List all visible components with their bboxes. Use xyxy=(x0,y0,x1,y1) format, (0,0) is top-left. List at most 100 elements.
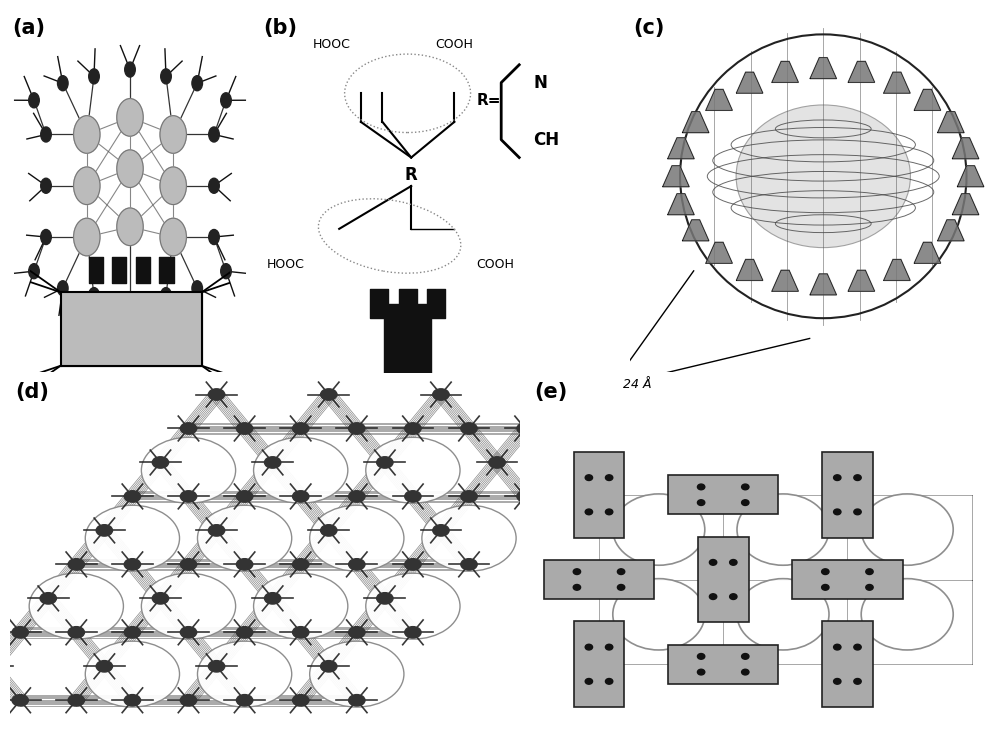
Circle shape xyxy=(405,559,421,570)
Circle shape xyxy=(58,281,68,296)
Circle shape xyxy=(209,178,219,193)
Circle shape xyxy=(117,99,143,136)
Text: HOOC: HOOC xyxy=(313,38,351,51)
Circle shape xyxy=(866,569,873,574)
Circle shape xyxy=(125,294,135,310)
Circle shape xyxy=(74,116,100,153)
Circle shape xyxy=(742,484,749,490)
Circle shape xyxy=(117,208,143,245)
Polygon shape xyxy=(663,166,689,186)
Circle shape xyxy=(141,574,236,639)
Polygon shape xyxy=(682,111,709,133)
Circle shape xyxy=(192,76,202,91)
Polygon shape xyxy=(938,220,964,241)
Circle shape xyxy=(208,389,225,400)
Polygon shape xyxy=(914,242,941,263)
Circle shape xyxy=(366,438,460,503)
Circle shape xyxy=(180,490,197,502)
Polygon shape xyxy=(668,137,694,159)
Circle shape xyxy=(697,654,705,659)
Circle shape xyxy=(605,509,613,515)
Circle shape xyxy=(208,661,225,672)
Circle shape xyxy=(124,695,141,706)
Circle shape xyxy=(124,559,141,570)
Circle shape xyxy=(74,218,100,256)
Circle shape xyxy=(197,505,292,571)
Circle shape xyxy=(349,626,365,638)
Bar xyxy=(544,560,654,599)
Circle shape xyxy=(366,574,460,639)
Circle shape xyxy=(742,669,749,675)
Polygon shape xyxy=(706,242,732,263)
Circle shape xyxy=(209,230,219,244)
Circle shape xyxy=(180,423,197,434)
Circle shape xyxy=(854,475,861,481)
Circle shape xyxy=(141,438,236,503)
Circle shape xyxy=(293,559,309,570)
Text: (b): (b) xyxy=(264,19,298,39)
Bar xyxy=(574,452,624,538)
Circle shape xyxy=(697,484,705,490)
Circle shape xyxy=(405,626,421,638)
Ellipse shape xyxy=(736,105,910,247)
Circle shape xyxy=(489,457,505,468)
Circle shape xyxy=(834,678,841,684)
Circle shape xyxy=(96,661,113,672)
Circle shape xyxy=(310,505,404,571)
Circle shape xyxy=(822,585,829,590)
Circle shape xyxy=(209,127,219,142)
Circle shape xyxy=(866,585,873,590)
Bar xyxy=(668,645,778,684)
Circle shape xyxy=(89,69,99,84)
Circle shape xyxy=(12,695,28,706)
Circle shape xyxy=(85,505,180,571)
Circle shape xyxy=(236,695,253,706)
Circle shape xyxy=(264,457,281,468)
Circle shape xyxy=(160,116,186,153)
Polygon shape xyxy=(957,166,984,186)
Bar xyxy=(668,476,778,514)
Circle shape xyxy=(854,644,861,650)
Circle shape xyxy=(730,594,737,600)
Circle shape xyxy=(264,593,281,604)
Circle shape xyxy=(192,281,202,296)
Circle shape xyxy=(617,569,625,574)
Circle shape xyxy=(742,654,749,659)
Bar xyxy=(822,621,873,707)
Bar xyxy=(574,621,624,707)
Polygon shape xyxy=(884,72,910,93)
Text: COOH: COOH xyxy=(476,258,514,271)
Bar xyxy=(822,452,873,538)
Polygon shape xyxy=(668,194,694,215)
Circle shape xyxy=(433,525,449,536)
Circle shape xyxy=(254,438,348,503)
Polygon shape xyxy=(848,270,875,291)
Circle shape xyxy=(709,594,717,600)
Circle shape xyxy=(377,457,393,468)
Circle shape xyxy=(377,593,393,604)
Bar xyxy=(792,560,903,599)
Circle shape xyxy=(124,490,141,502)
Circle shape xyxy=(160,218,186,256)
Circle shape xyxy=(834,644,841,650)
Text: R: R xyxy=(405,166,418,184)
Circle shape xyxy=(236,423,253,434)
Circle shape xyxy=(605,678,613,684)
Circle shape xyxy=(605,475,613,481)
Polygon shape xyxy=(736,72,763,93)
Circle shape xyxy=(461,490,477,502)
Polygon shape xyxy=(772,62,798,82)
Circle shape xyxy=(517,490,533,502)
Circle shape xyxy=(221,93,231,108)
Circle shape xyxy=(254,574,348,639)
Circle shape xyxy=(585,644,593,650)
Circle shape xyxy=(861,579,953,650)
Circle shape xyxy=(405,423,421,434)
Circle shape xyxy=(349,423,365,434)
Circle shape xyxy=(613,579,705,650)
Circle shape xyxy=(68,626,84,638)
Circle shape xyxy=(742,500,749,505)
Circle shape xyxy=(737,494,829,565)
Circle shape xyxy=(89,288,99,302)
Polygon shape xyxy=(914,89,941,111)
